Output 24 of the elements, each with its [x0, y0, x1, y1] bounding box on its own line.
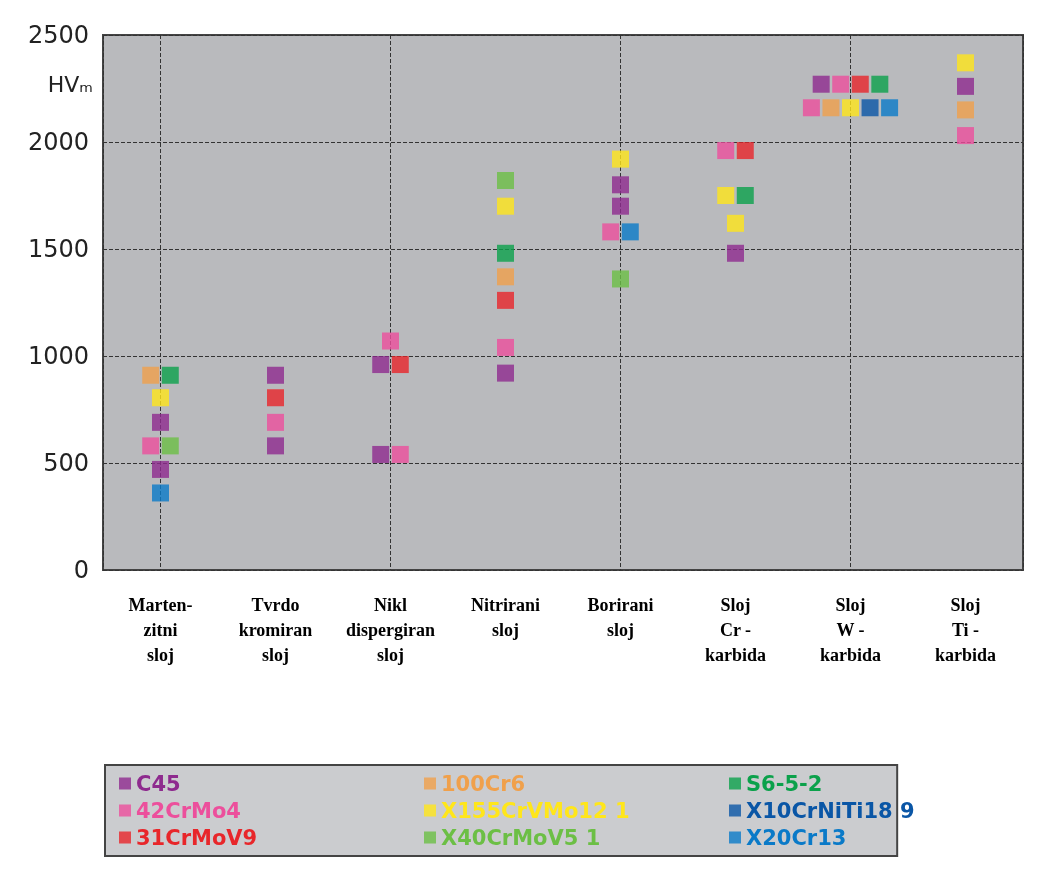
x-tick-label: Marten- zitni sloj — [128, 594, 193, 665]
y-tick-label: 2000 — [27, 128, 89, 156]
y-tick-label: 1500 — [27, 235, 89, 263]
legend-label: 31CrMoV9 — [136, 825, 258, 850]
y-tick-label: 0 — [73, 556, 89, 584]
legend-label: S6-5-2 — [746, 771, 823, 796]
legend-label: 42CrMo4 — [136, 798, 241, 823]
x-tick-label: Borirani sloj — [587, 594, 654, 640]
legend-label: X10CrNiTi18 9 — [746, 798, 915, 823]
legend-label: X155CrVMo12 1 — [441, 798, 630, 823]
x-tick-label: Nikl dispergiran sloj — [345, 594, 436, 665]
legend-label: C45 — [136, 771, 181, 796]
legend-label: 100Cr6 — [441, 771, 526, 796]
x-tick-label: Tvrdo kromiran sloj — [238, 594, 313, 665]
legend-label: X20Cr13 — [746, 825, 847, 850]
x-tick-label: Sloj W - karbida — [819, 594, 882, 665]
y-axis-title: HVₘ — [47, 71, 94, 97]
x-tick-label: Sloj Ti - karbida — [934, 594, 997, 665]
x-tick-label: Nitrirani sloj — [471, 594, 540, 640]
y-tick-label: 500 — [43, 449, 89, 477]
y-tick-label: 1000 — [27, 342, 89, 370]
legend-label: X40CrMoV5 1 — [441, 825, 601, 850]
x-tick-label: Sloj Cr - karbida — [704, 594, 767, 665]
y-tick-label: 2500 — [27, 21, 89, 49]
